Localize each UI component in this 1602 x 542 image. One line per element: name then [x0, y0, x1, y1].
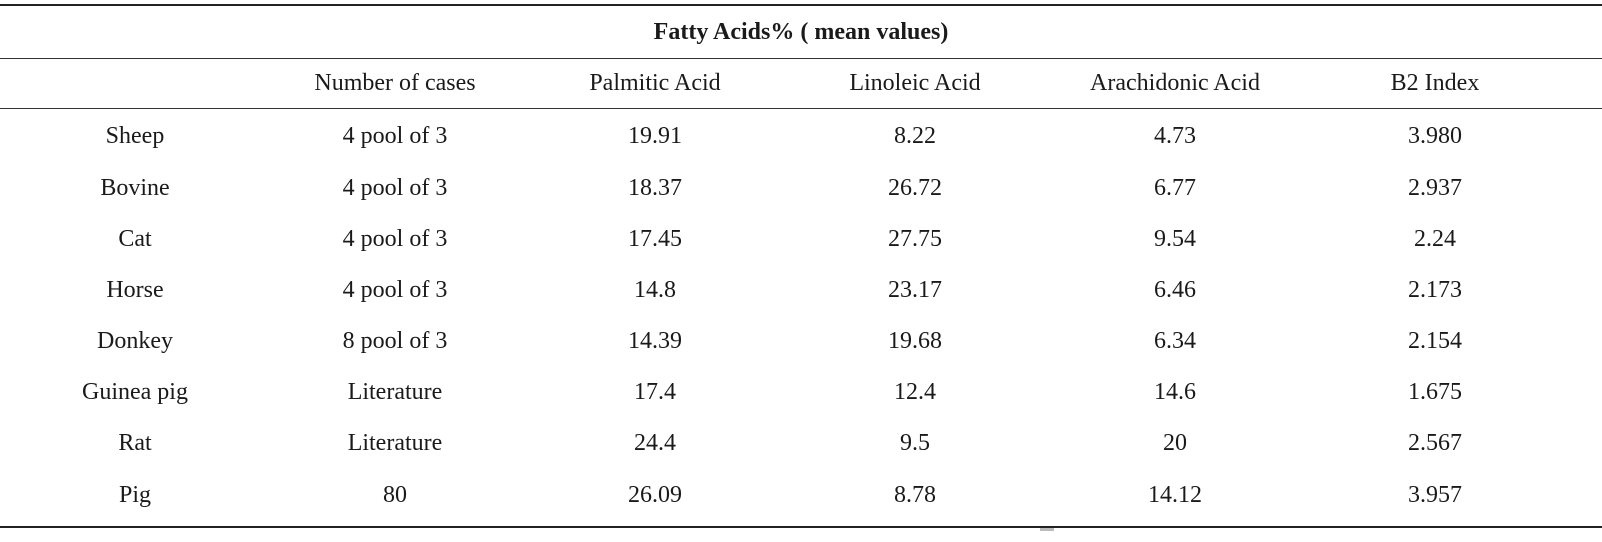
- table-cell: Cat: [118, 226, 152, 252]
- table-row: Donkey 8 pool of 3 14.39 19.68 6.34 2.15…: [0, 323, 1602, 359]
- table-row: Bovine 4 pool of 3 18.37 26.72 6.77 2.93…: [0, 170, 1602, 206]
- table-cell: 2.937: [1408, 175, 1462, 201]
- table-cell: 2.154: [1408, 328, 1462, 354]
- table-cell: 14.39: [628, 328, 682, 354]
- table-cell: 2.24: [1414, 226, 1456, 252]
- table-cell: 4 pool of 3: [342, 226, 448, 252]
- table-cell: 6.77: [1154, 175, 1196, 201]
- table-cell: 3.957: [1408, 482, 1462, 508]
- table-cell: 23.17: [888, 277, 942, 303]
- table-cell: 4 pool of 3: [342, 277, 448, 303]
- header-row: Number of cases Palmitic Acid Linoleic A…: [0, 65, 1602, 101]
- table-cell: 24.4: [634, 430, 676, 456]
- table-row: Guinea pig Literature 17.4 12.4 14.6 1.6…: [0, 374, 1602, 410]
- table-cell: Horse: [106, 277, 164, 303]
- table-cell: 26.72: [888, 175, 942, 201]
- table-cell: Rat: [118, 430, 152, 456]
- column-header: B2 Index: [1390, 70, 1480, 96]
- column-header: Number of cases: [314, 70, 476, 96]
- header-rule: [0, 108, 1602, 109]
- table-cell: 17.45: [628, 226, 682, 252]
- table-cell: Literature: [347, 430, 443, 456]
- table-row: Cat 4 pool of 3 17.45 27.75 9.54 2.24: [0, 221, 1602, 257]
- table-cell: Guinea pig: [82, 379, 188, 405]
- table-row: Pig 80 26.09 8.78 14.12 3.957: [0, 477, 1602, 513]
- column-header: Palmitic Acid: [589, 70, 721, 96]
- table-cell: 4 pool of 3: [342, 175, 448, 201]
- table-cell: 26.09: [628, 482, 682, 508]
- table-cell: Pig: [118, 482, 151, 508]
- table-cell: 19.91: [628, 123, 682, 149]
- table-caption: Fatty Acids% ( mean values): [653, 19, 949, 45]
- table-cell: 19.68: [888, 328, 942, 354]
- table-cell: Literature: [347, 379, 443, 405]
- table-row: Sheep 4 pool of 3 19.91 8.22 4.73 3.980: [0, 118, 1602, 154]
- table-cell: 2.567: [1408, 430, 1462, 456]
- table-cell: 14.6: [1154, 379, 1196, 405]
- table-cell: 12.4: [894, 379, 936, 405]
- table-cell: Bovine: [100, 175, 170, 201]
- table-cell: 6.46: [1154, 277, 1196, 303]
- table-cell: 18.37: [628, 175, 682, 201]
- table-cell: 4 pool of 3: [342, 123, 448, 149]
- scan-mark: [1040, 528, 1054, 531]
- table-cell: 80: [383, 482, 407, 508]
- table-cell: 8.22: [894, 123, 936, 149]
- table-cell: 17.4: [634, 379, 676, 405]
- table-cell: 14.12: [1148, 482, 1202, 508]
- table-cell: 27.75: [888, 226, 942, 252]
- table-cell: Donkey: [97, 328, 173, 354]
- table-cell: 8 pool of 3: [342, 328, 448, 354]
- table-cell: 1.675: [1408, 379, 1462, 405]
- table-cell: 20: [1163, 430, 1187, 456]
- table-row: Rat Literature 24.4 9.5 20 2.567: [0, 425, 1602, 461]
- table-cell: 8.78: [894, 482, 936, 508]
- column-header: Linoleic Acid: [849, 70, 981, 96]
- bottom-rule: [0, 526, 1602, 528]
- table-row: Horse 4 pool of 3 14.8 23.17 6.46 2.173: [0, 272, 1602, 308]
- top-rule: [0, 4, 1602, 6]
- table-cell: 4.73: [1154, 123, 1196, 149]
- table-cell: 14.8: [634, 277, 676, 303]
- table-cell: 9.5: [900, 430, 930, 456]
- table-cell: 6.34: [1154, 328, 1196, 354]
- table-cell: Sheep: [105, 123, 165, 149]
- table-cell: 2.173: [1408, 277, 1462, 303]
- caption-rule: [0, 58, 1602, 59]
- table-cell: 9.54: [1154, 226, 1196, 252]
- column-header: Arachidonic Acid: [1090, 70, 1260, 96]
- table-cell: 3.980: [1408, 123, 1462, 149]
